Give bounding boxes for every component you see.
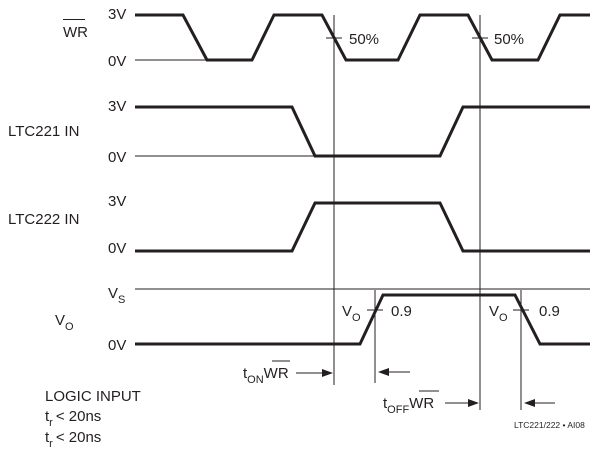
wr-high-level: 3V: [108, 6, 126, 23]
t-off-end-arrow-head-icon: [524, 399, 535, 407]
wr-50-percent-label-1: 50%: [349, 31, 379, 48]
ltc222-waveform: [135, 201, 590, 253]
vo-threshold-label-2: VO: [489, 303, 508, 324]
vo-threshold-label-1: VO: [342, 303, 361, 324]
wr-low-level: 0V: [108, 53, 126, 70]
t-on-label: tONWR: [243, 365, 289, 386]
ltc221-signal: LTC221 IN 3V 0V: [8, 98, 590, 166]
ltc222-high-level: 3V: [108, 193, 126, 210]
t-on-arrow-head-icon: [322, 369, 333, 377]
wr-label: WR: [63, 24, 88, 41]
logic-input-notes: LOGIC INPUT tr < 20ns tr < 20ns: [45, 388, 141, 450]
ltc221-label: LTC221 IN: [8, 123, 79, 140]
ltc222-label: LTC222 IN: [8, 211, 79, 228]
vo-high-level: VS: [108, 285, 125, 306]
wr-signal: WR 3V 0V: [63, 6, 590, 70]
vo-threshold-value-2: 0.9: [539, 303, 560, 320]
vo-low-level: 0V: [108, 337, 126, 354]
t-off-arrow-head-icon: [468, 399, 479, 407]
wr-waveform: [135, 13, 590, 62]
ltc222-signal: LTC222 IN 3V 0V: [8, 193, 590, 257]
t-on-annotation: tONWR: [243, 360, 410, 386]
fall-time-note: tr < 20ns: [45, 429, 101, 450]
ltc222-low-level: 0V: [108, 240, 126, 257]
wr-50-percent-label-2: 50%: [494, 31, 524, 48]
vo-waveform: [135, 293, 590, 346]
vo-signal: VO VS 0V: [55, 285, 590, 354]
ltc221-low-level: 0V: [108, 149, 126, 166]
figure-code: LTC221/222 • AI08: [514, 420, 585, 430]
rise-time-note: tr < 20ns: [45, 408, 101, 429]
t-off-annotation: tOFFWR: [383, 390, 555, 416]
ltc221-high-level: 3V: [108, 98, 126, 115]
vo-threshold-value-1: 0.9: [391, 303, 412, 320]
ltc221-waveform: [135, 105, 590, 158]
vo-label: VO: [55, 312, 74, 333]
t-off-label: tOFFWR: [383, 395, 434, 416]
t-on-end-arrow-head-icon: [378, 368, 389, 376]
timing-markers: [326, 15, 529, 410]
logic-input-heading: LOGIC INPUT: [45, 388, 141, 405]
